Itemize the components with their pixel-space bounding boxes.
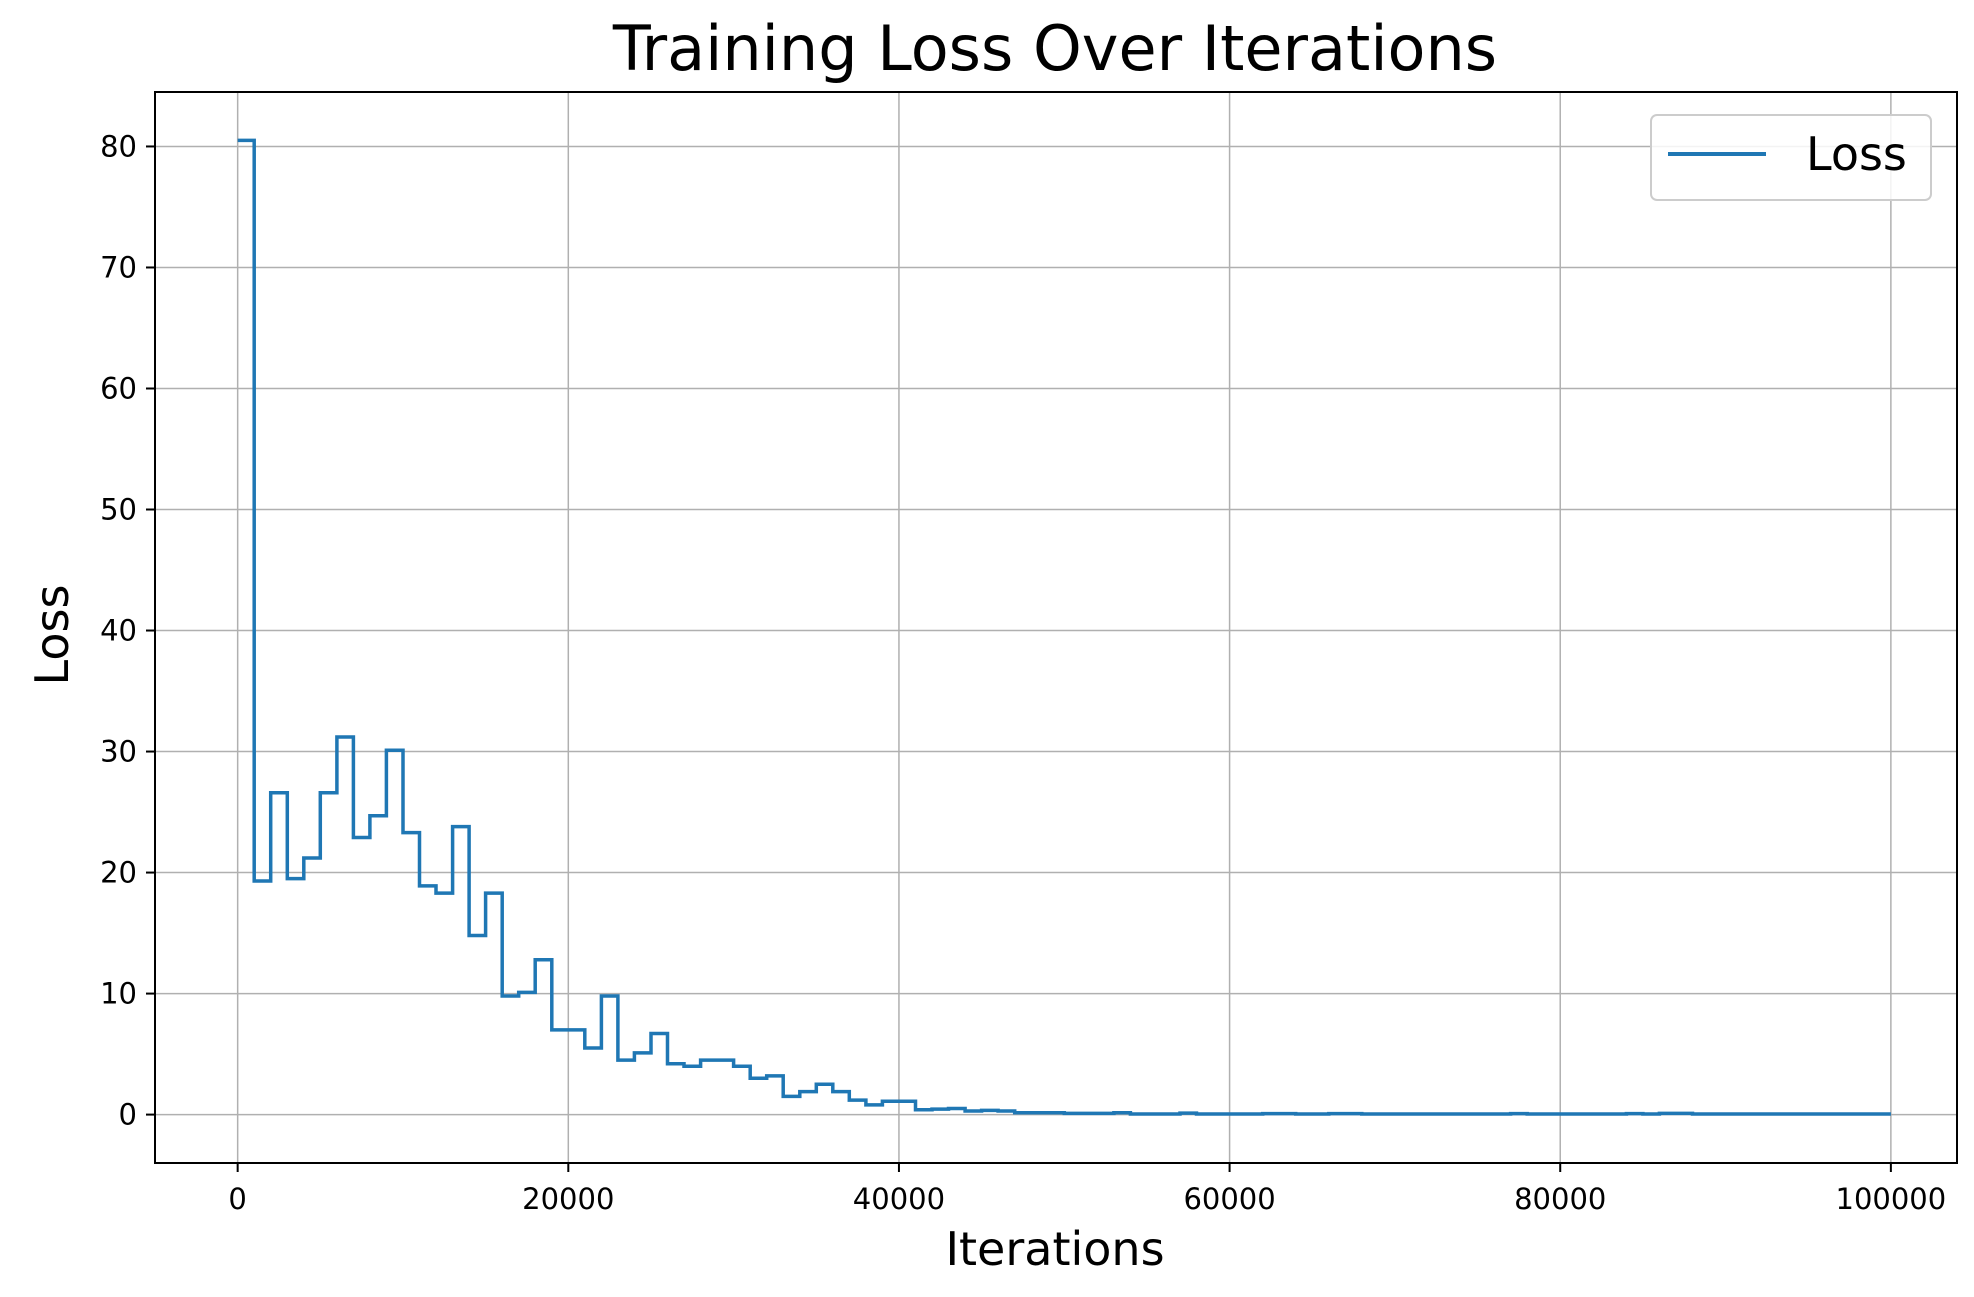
plot-area-frame xyxy=(154,91,1958,1164)
ticks: 0 20000 40000 60000 80000 100000 0 10 20 30 40 50 60… xyxy=(100,129,1946,1216)
data-layer xyxy=(237,138,1891,1116)
y-tick-label: 50 xyxy=(100,493,137,527)
x-tick-label: 80000 xyxy=(1514,1182,1606,1216)
series-line-loss xyxy=(237,138,1891,1116)
y-tick-label: 20 xyxy=(100,856,137,890)
y-tick-label: 70 xyxy=(100,250,137,284)
legend-label-loss: Loss xyxy=(1806,127,1907,181)
x-tick-label: 40000 xyxy=(853,1182,945,1216)
x-tick-label: 100000 xyxy=(1836,1182,1947,1216)
y-tick-label: 30 xyxy=(100,735,137,769)
y-tick-label: 60 xyxy=(100,371,137,405)
y-axis-label: Loss xyxy=(25,585,79,686)
legend: Loss xyxy=(1650,114,1932,201)
x-tick-label: 0 xyxy=(228,1182,246,1216)
grid xyxy=(155,92,1957,1163)
y-tick-label: 40 xyxy=(100,614,137,648)
y-tick-label: 10 xyxy=(100,977,137,1011)
y-tick-label: 0 xyxy=(119,1098,137,1132)
x-axis-label: Iterations xyxy=(945,1222,1164,1276)
y-tick-label: 80 xyxy=(100,129,137,163)
chart-title: Training Loss Over Iterations xyxy=(612,12,1497,85)
x-tick-label: 20000 xyxy=(522,1182,614,1216)
x-tick-label: 60000 xyxy=(1183,1182,1275,1216)
legend-frame xyxy=(1650,114,1932,201)
